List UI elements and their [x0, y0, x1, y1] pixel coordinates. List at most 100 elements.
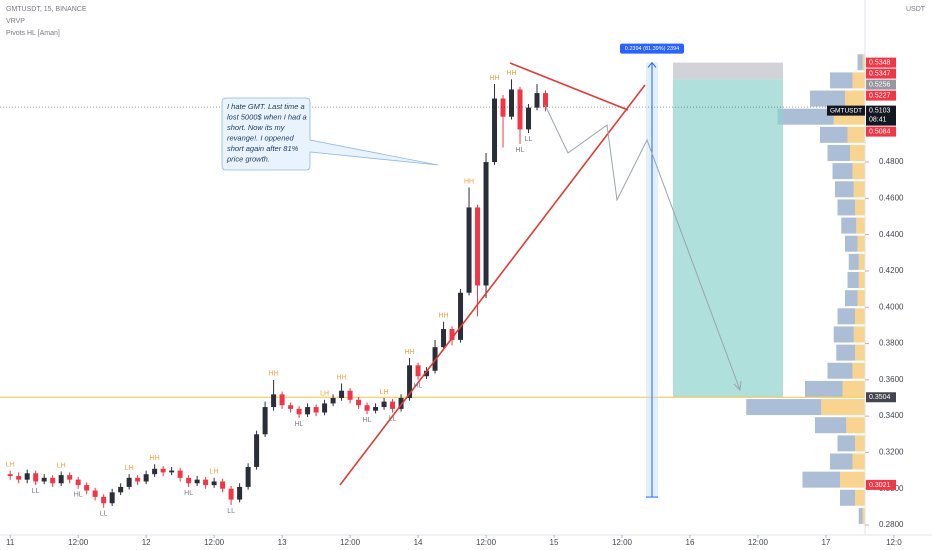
volume-bar: [852, 72, 865, 89]
countdown: 08:41: [869, 116, 887, 123]
price-label: 0.5084: [869, 128, 891, 135]
candle-body: [109, 492, 115, 504]
measure-label: 0.2394 (81.39%) 2394: [625, 46, 679, 52]
candle-body: [24, 473, 30, 480]
note-line: revange!. I oppened: [227, 133, 295, 142]
volume-bar: [850, 144, 865, 161]
x-tick-label: 17: [821, 538, 830, 547]
y-tick-label: 0.3200: [879, 448, 904, 457]
candle-body: [475, 207, 481, 286]
volume-bar: [857, 235, 865, 252]
volume-bar: [848, 253, 859, 270]
candle-body: [58, 475, 64, 484]
pivot-label: HH: [464, 178, 474, 185]
y-tick-label: 0.3400: [879, 411, 904, 420]
candle-body: [211, 481, 217, 486]
trend-line: [339, 84, 646, 486]
pivot-label: LL: [525, 136, 533, 143]
candle-body: [228, 488, 234, 500]
volume-bar: [858, 253, 865, 270]
pivot-label: LH: [125, 465, 134, 472]
price-label-box: [866, 57, 896, 68]
x-tick-label: 12:00: [68, 538, 89, 547]
price-label: 0.5103: [869, 107, 891, 114]
volume-bar: [821, 399, 865, 416]
volume-bar: [832, 163, 853, 180]
volume-bar: [777, 108, 834, 125]
short-position: [0, 61, 865, 498]
pivot-label: HH: [404, 349, 414, 356]
stop-zone: [673, 62, 783, 80]
candle-body: [50, 477, 56, 484]
candle-body: [237, 486, 243, 500]
y-tick-label: 0.4200: [879, 266, 904, 275]
x-tick-label: 16: [686, 538, 695, 547]
volume-bar: [853, 326, 865, 343]
volume-bar: [827, 362, 853, 379]
pivot-label: HH: [489, 75, 499, 82]
projection-arrow: [733, 380, 742, 392]
volume-bar: [837, 199, 855, 216]
indicator-label: Pivots HL [Aman]: [6, 30, 60, 37]
volume-bar: [855, 199, 865, 216]
volume-bar: [837, 435, 855, 452]
volume-profile: [746, 54, 865, 524]
candle-body: [152, 468, 158, 475]
candle-body: [313, 407, 319, 413]
x-tick-label: 12:00: [612, 538, 633, 547]
candle-body: [160, 468, 166, 473]
price-label-box: [866, 90, 896, 101]
candle-body: [254, 434, 260, 467]
volume-bar: [827, 144, 850, 161]
note-line: short again after 81%: [227, 144, 299, 153]
candle-body: [424, 370, 430, 377]
note-box: [221, 97, 439, 171]
candle-body: [135, 477, 141, 482]
candle-body: [118, 486, 124, 493]
volume-bar: [815, 417, 847, 434]
pivot-label: LH: [57, 462, 66, 469]
volume-bar: [862, 54, 865, 71]
pivot-label: HH: [150, 455, 160, 462]
pivot-label: LL: [32, 488, 40, 495]
volume-bar: [833, 326, 854, 343]
y-tick-label: 0.2800: [879, 520, 904, 529]
volume-bar: [852, 453, 865, 470]
volume-bar: [840, 471, 865, 488]
note-line: short. Now its my: [227, 123, 286, 132]
candle-body: [288, 405, 294, 409]
candle-body: [330, 397, 336, 404]
candle-body: [390, 401, 396, 409]
pivot-label: LH: [6, 461, 15, 468]
symbol-tag-box: [827, 105, 865, 116]
candle-body: [279, 394, 285, 406]
volume-bar: [855, 435, 865, 452]
pivot-label: LL: [389, 415, 397, 422]
x-tick-label: 12:00: [204, 538, 225, 547]
candle-body: [67, 475, 73, 480]
candle-body: [415, 365, 421, 377]
volume-bar: [841, 217, 857, 234]
pivot-label: LL: [227, 508, 235, 515]
candle-body: [305, 407, 311, 415]
volume-bar: [855, 308, 865, 325]
chart-title: GMTUSDT, 15, BINANCE: [6, 6, 87, 13]
pivot-label: LH: [380, 389, 389, 396]
volume-bar: [802, 471, 840, 488]
price-label-box: [866, 105, 896, 126]
candle-body: [169, 470, 175, 473]
volume-bar: [858, 507, 863, 524]
volume-bar: [836, 344, 855, 361]
candle-body: [203, 479, 209, 486]
volume-bar: [835, 181, 854, 198]
price-label-box: [866, 126, 896, 137]
candle-body: [75, 479, 81, 486]
volume-bar: [840, 489, 855, 506]
pivot-label: LL: [100, 511, 108, 518]
volume-bar: [846, 417, 865, 434]
y-tick-label: 0.4000: [879, 302, 904, 311]
y-tick-label: 0.3800: [879, 339, 904, 348]
